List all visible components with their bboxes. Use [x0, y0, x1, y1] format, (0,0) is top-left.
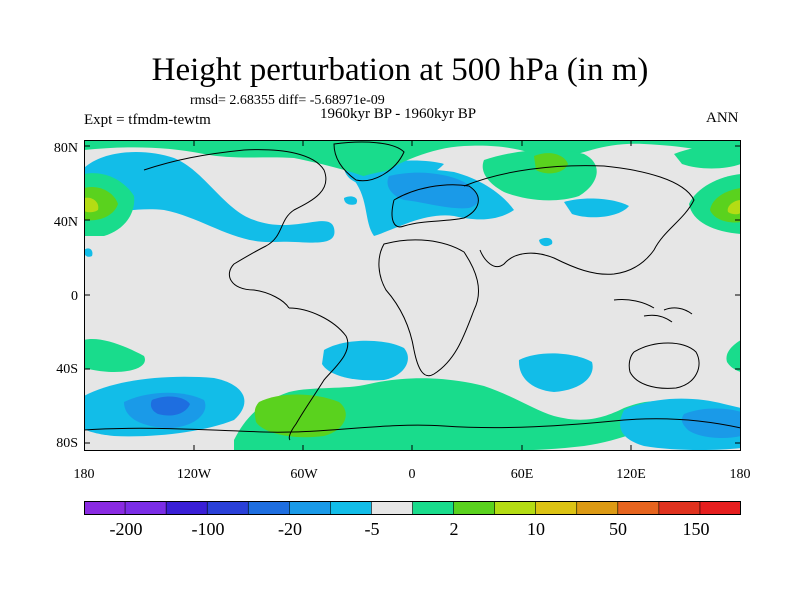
colorbar-cell [247, 501, 291, 515]
colorbar-label-2: 2 [449, 519, 459, 539]
y-tick-0: 0 [71, 289, 78, 304]
y-tick-80n: 80N [53, 141, 78, 156]
colorbar-label-neg20: -20 [278, 519, 302, 539]
colorbar-label-neg200: -200 [109, 519, 143, 539]
south-indian-ocean-blue-core [681, 408, 741, 438]
europe-coast [391, 184, 479, 228]
rmsd-diff-label: rmsd= 2.68355 diff= -5.68971e-09 [190, 93, 385, 108]
europe-blue-core [387, 172, 479, 209]
y-tick-80s: 80S [56, 436, 78, 451]
south-atlantic-cyan-region [322, 340, 593, 392]
colorbar-cell [412, 501, 455, 515]
southeast-asia-islands [613, 299, 693, 323]
africa-coast [378, 239, 480, 377]
colorbar-cell [165, 501, 208, 515]
south-pacific-mid-blue-core [150, 396, 190, 416]
axis-ticks [84, 140, 741, 451]
colorbar-cell [535, 501, 578, 515]
x-tick-120e: 120E [616, 467, 646, 482]
australia-coast [628, 342, 700, 389]
antarctica-coast [84, 418, 741, 433]
colorbar-label-150: 150 [682, 519, 710, 539]
colorbar-label-neg5: -5 [364, 519, 380, 539]
experiment-label: Expt = tfmdm-tewtm [84, 112, 211, 128]
north-america-cyan-region [84, 152, 335, 243]
siberia-green-region [482, 145, 741, 201]
x-tick-180w: 180 [73, 467, 95, 482]
x-tick-60w: 60W [290, 467, 318, 482]
y-tick-40s: 40S [56, 362, 78, 377]
colorbar-cell [124, 501, 167, 515]
season-label: ANN [706, 110, 739, 126]
plot-title: Height perturbation at 500 hPa (in m) [151, 52, 649, 88]
colorbar-cell [206, 501, 250, 515]
colorbar-cell [371, 501, 414, 515]
colorbar-label-10: 10 [527, 519, 545, 539]
x-tick-120w: 120W [176, 467, 212, 482]
north-pacific-yellow-centers [84, 197, 741, 215]
south-america-yellow-green-core [254, 394, 346, 438]
colorbar-cell [658, 501, 701, 515]
coastlines [84, 141, 741, 441]
x-tick-60e: 60E [510, 467, 534, 482]
period-label: 1960kyr BP - 1960kyr BP [320, 106, 477, 122]
south-pacific-green-region [84, 339, 741, 372]
southern-ocean-green-band [234, 378, 674, 451]
colorbar [84, 501, 741, 515]
siberia-yellow-green-core [534, 153, 568, 174]
colorbar-cell [330, 501, 373, 515]
south-america-coast [288, 307, 349, 441]
asia-coast [463, 165, 695, 275]
colorbar-cell [617, 501, 660, 515]
contour-map [84, 140, 741, 451]
north-america-coast [143, 149, 327, 309]
colorbar-cell [453, 501, 496, 515]
colorbar-cell [576, 501, 619, 515]
colorbar-cell [289, 501, 332, 515]
greenland-coast [333, 141, 405, 182]
colorbar-label-50: 50 [609, 519, 627, 539]
y-tick-40n: 40N [53, 215, 78, 230]
x-tick-180e: 180 [729, 467, 751, 482]
colorbar-cell [494, 501, 537, 515]
x-tick-0: 0 [408, 467, 416, 482]
colorbar-cell [699, 501, 741, 515]
colorbar-label-neg100: -100 [191, 519, 225, 539]
colorbar-cell [84, 501, 126, 515]
